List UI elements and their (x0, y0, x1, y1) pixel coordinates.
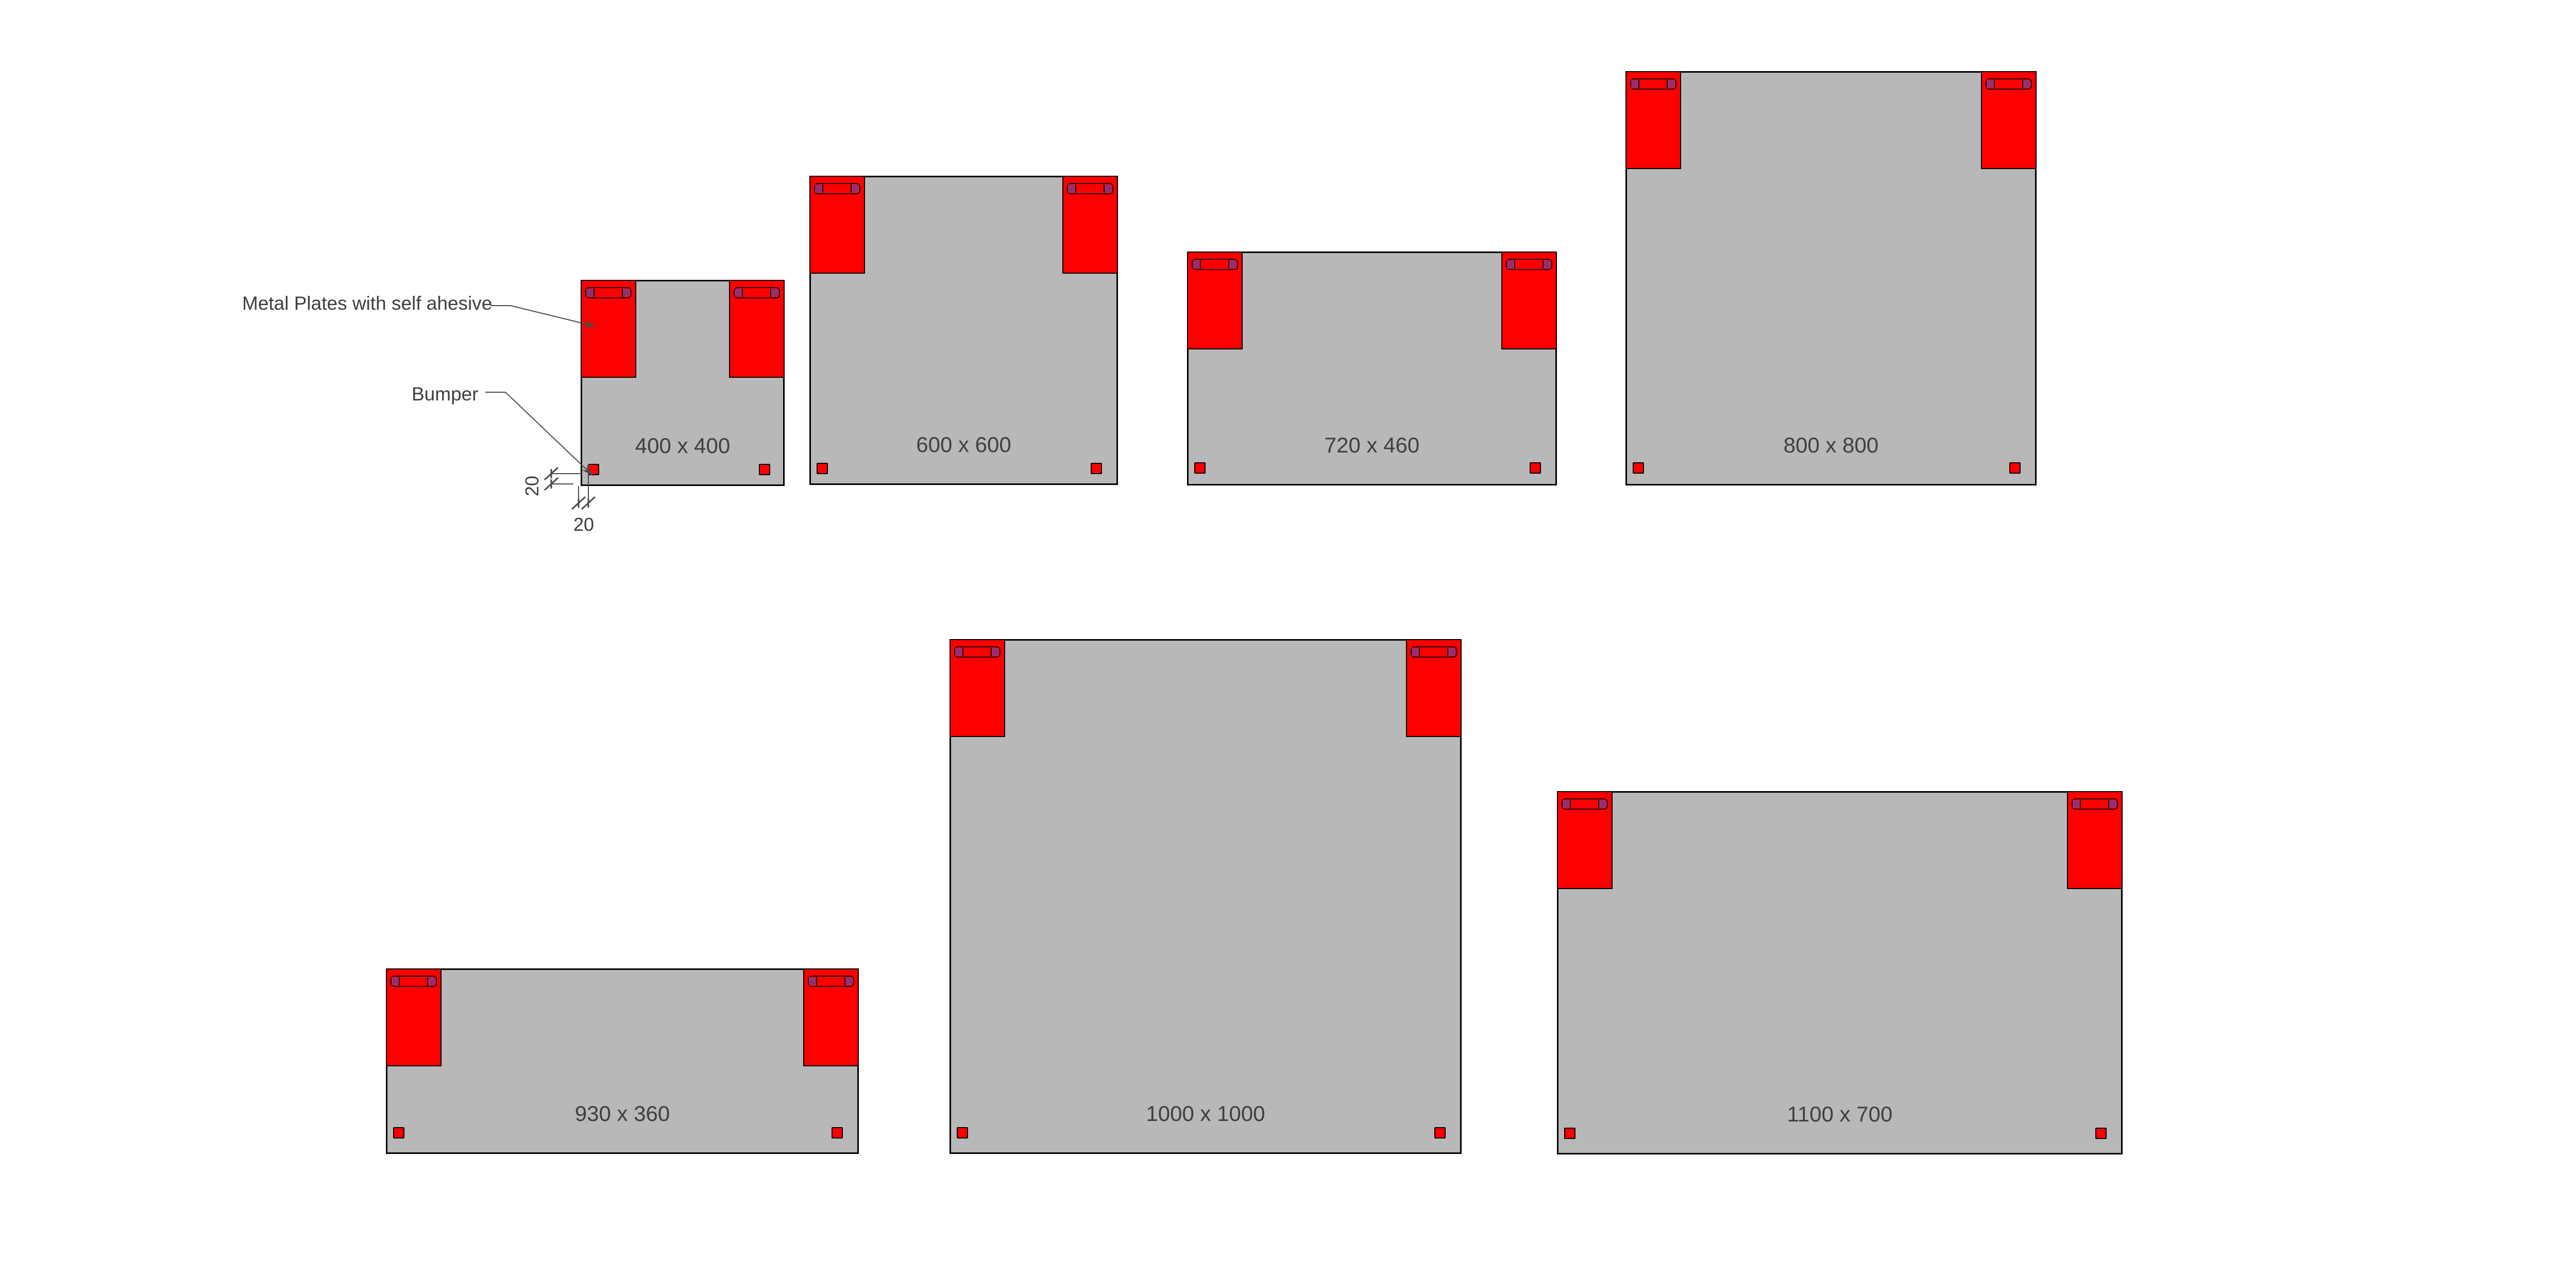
svg-text:20: 20 (521, 476, 543, 496)
svg-text:20: 20 (573, 514, 594, 535)
